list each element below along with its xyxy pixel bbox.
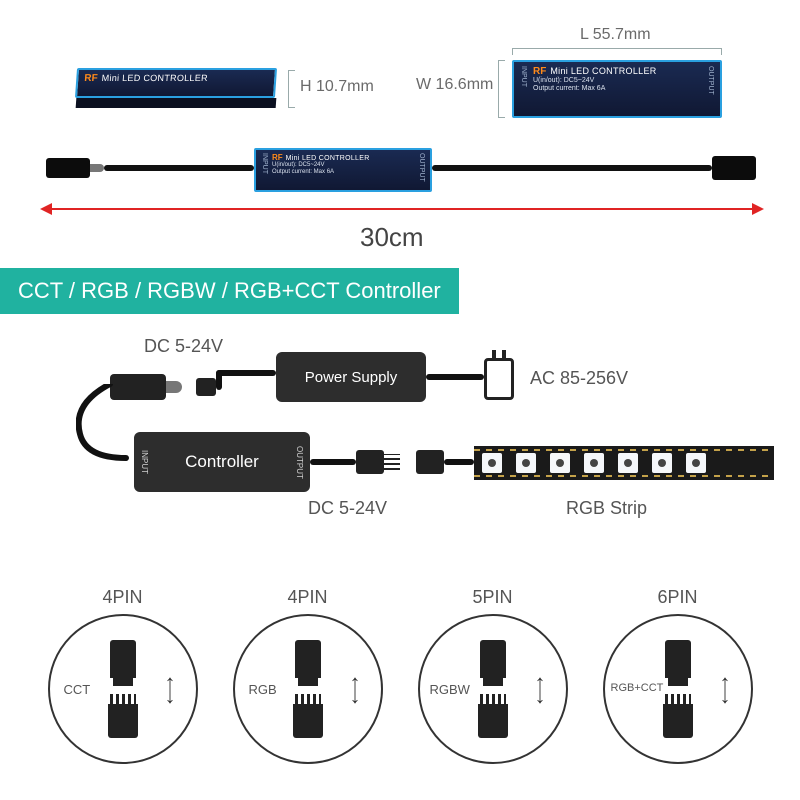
controller-title-2: Mini LED CONTROLLER — [550, 66, 656, 76]
cable-length-label: 30cm — [360, 222, 424, 253]
controller-title: Mini LED CONTROLLER — [101, 73, 208, 83]
rf-badge: RF — [84, 73, 98, 84]
dc-barrel-tip — [166, 381, 182, 393]
pin-variant: 6PIN RGB+CCT ↑↓ — [585, 587, 770, 764]
title-banner: CCT / RGB / RGBW / RGB+CCT Controller — [0, 268, 459, 314]
pin-count: 6PIN — [585, 587, 770, 608]
ac-prong-2 — [502, 350, 506, 360]
dim-bracket-height — [288, 70, 294, 108]
spec-1b: U(in/out): DC5~24V — [272, 162, 414, 169]
spec-2b: Output current: Max 6A — [272, 169, 414, 176]
updown-arrow-icon: ↑↓ — [720, 676, 731, 702]
controller-side-thickness — [76, 98, 277, 108]
controller-output-tag: OUTPUT — [295, 446, 304, 479]
cable-ctrl-out — [310, 459, 356, 465]
plug-male-icon — [295, 640, 321, 678]
cable-right — [432, 165, 712, 171]
updown-arrow-icon: ↑↓ — [165, 676, 176, 702]
dc-jack-left — [46, 158, 90, 178]
plug-female-icon — [108, 704, 138, 738]
dc-label-top: DC 5-24V — [144, 336, 223, 357]
dc-plug-mate — [196, 378, 216, 396]
input-tag: INPUT — [520, 66, 527, 87]
pin-circle: CCT ↑↓ — [48, 614, 198, 764]
dc-label-bottom: DC 5-24V — [308, 498, 387, 519]
pin-type: RGB — [249, 682, 277, 697]
rf-badge-2: RF — [533, 66, 546, 77]
spec-line-2: Output current: Max 6A — [533, 85, 701, 93]
pin-type: CCT — [64, 682, 91, 697]
controller-label: Controller — [185, 452, 259, 472]
plug-female-icon — [663, 704, 693, 738]
controller-side-view: RF Mini LED CONTROLLER — [75, 68, 277, 98]
cable-to-psu-h — [216, 370, 276, 376]
updown-arrow-icon: ↑↓ — [535, 676, 546, 702]
output-tag-2: OUTPUT — [418, 153, 425, 182]
plug-male-icon — [110, 640, 136, 678]
plug-male-icon — [665, 640, 691, 678]
dim-bracket-width — [498, 60, 504, 118]
led-chip — [550, 453, 570, 473]
led-chip — [686, 453, 706, 473]
led-chip — [482, 453, 502, 473]
rgb-strip-label: RGB Strip — [566, 498, 647, 519]
output-tag: OUTPUT — [707, 66, 714, 95]
led-chip — [652, 453, 672, 473]
dim-height: H 10.7mm — [300, 78, 374, 96]
pin-circle: RGB ↑↓ — [233, 614, 383, 764]
pin-variant: 5PIN RGBW ↑↓ — [400, 587, 585, 764]
pin-variant: 4PIN CCT ↑↓ — [30, 587, 215, 764]
controller-top-view: INPUT RF Mini LED CONTROLLER U(in/out): … — [512, 60, 722, 118]
dim-bracket-length — [512, 48, 722, 54]
connector-pins — [384, 454, 400, 470]
pin-type: RGB+CCT — [611, 682, 664, 694]
spec-line-1: U(in/out): DC5~24V — [533, 77, 701, 85]
plug-female-icon — [293, 704, 323, 738]
cable-left — [104, 165, 254, 171]
rf-badge-3: RF — [272, 153, 283, 162]
led-chip — [584, 453, 604, 473]
connector-male — [356, 450, 384, 474]
pin-circle: RGB+CCT ↑↓ — [603, 614, 753, 764]
arrow-right-head — [752, 203, 764, 215]
controller-inline: INPUT RF Mini LED CONTROLLER U(in/out): … — [254, 148, 432, 192]
plug-female-icon — [478, 704, 508, 738]
updown-arrow-icon: ↑↓ — [350, 676, 361, 702]
pin-circle: RGBW ↑↓ — [418, 614, 568, 764]
led-chip — [618, 453, 638, 473]
ac-label: AC 85-256V — [530, 368, 628, 389]
pin-variant: 4PIN RGB ↑↓ — [215, 587, 400, 764]
controller-block: INPUT Controller OUTPUT — [134, 432, 310, 492]
connector-female — [416, 450, 444, 474]
input-tag-2: INPUT — [261, 153, 268, 182]
arrow-line — [52, 208, 752, 210]
pin-count: 5PIN — [400, 587, 585, 608]
cable-psu-ac — [426, 374, 484, 380]
ac-prong-1 — [492, 350, 496, 360]
controller-title-3: Mini LED CONTROLLER — [286, 155, 370, 162]
arrow-left-head — [40, 203, 52, 215]
cable-strip-in — [444, 459, 474, 465]
led-strip — [474, 446, 774, 480]
pin-type: RGBW — [430, 682, 470, 697]
pin-count: 4PIN — [30, 587, 215, 608]
power-supply-label: Power Supply — [305, 369, 398, 386]
dc-jack-tip — [90, 164, 104, 172]
pin-count: 4PIN — [215, 587, 400, 608]
dim-length: L 55.7mm — [580, 26, 651, 44]
pin-variant-row: 4PIN CCT ↑↓ 4PIN RGB ↑↓ 5PIN RGBW ↑↓ 6PI… — [0, 587, 800, 764]
led-chip — [516, 453, 536, 473]
controller-input-tag: INPUT — [140, 450, 149, 474]
ac-plug — [484, 358, 514, 400]
dim-width: W 16.6mm — [416, 76, 493, 94]
plug-male-icon — [480, 640, 506, 678]
power-supply-block: Power Supply — [276, 352, 426, 402]
output-connector — [712, 156, 756, 180]
